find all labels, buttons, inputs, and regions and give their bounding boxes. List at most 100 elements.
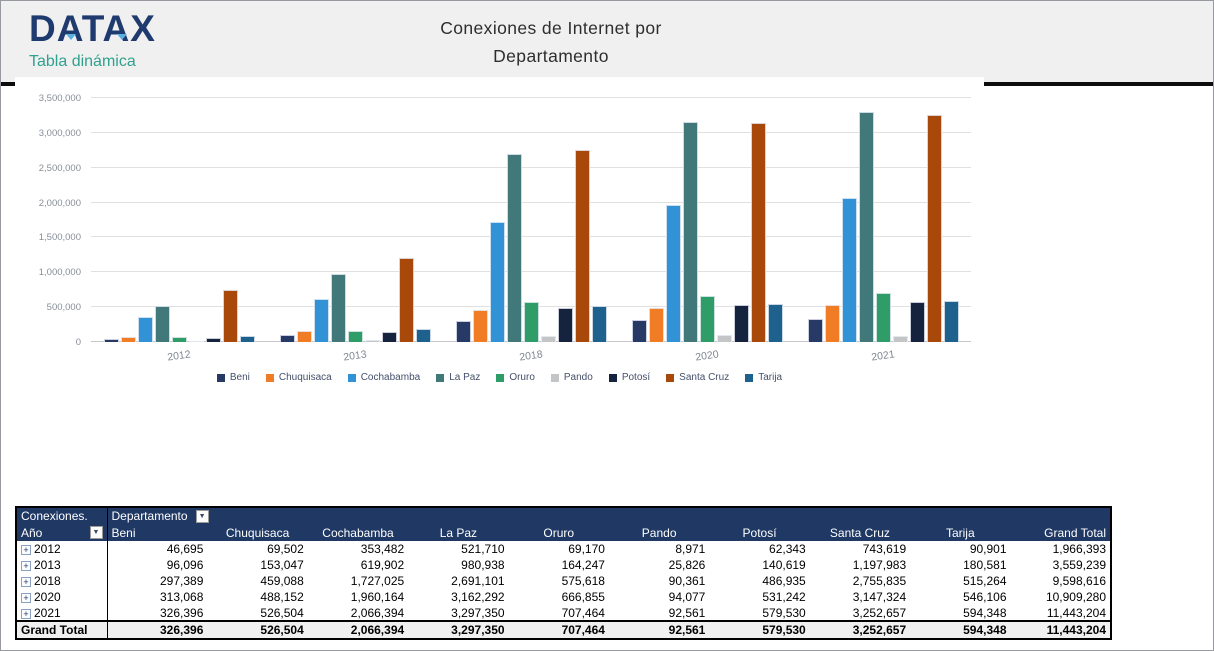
value-cell-2012-oruro: 69,170: [568, 542, 605, 556]
header-band: DATAX Tabla dinámica Conexiones de Inter…: [1, 1, 1213, 86]
value-cell-2021-tarija: 594,348: [963, 605, 1007, 620]
value-cell-2018-tarija: 515,264: [963, 574, 1007, 588]
value-cell-2020-pando: 94,077: [668, 590, 706, 604]
value-cell-2020-grand-total: 10,909,280: [1045, 590, 1106, 604]
bar-chuquisaca-2020: [648, 308, 664, 342]
grand-total-cell-grand-total: 11,443,204: [1010, 620, 1111, 639]
value-cell-2012-beni: 46,695: [166, 542, 204, 556]
bar-chuquisaca-2018: [472, 310, 488, 342]
column-header-grand-total: Grand Total: [1010, 524, 1111, 541]
column-field-label: Departamento: [111, 509, 188, 523]
value-cell-2018-grand-total: 9,598,616: [1052, 574, 1106, 588]
legend-label-oruro: Oruro: [509, 372, 535, 383]
legend-item-cochabamba: Cochabamba: [347, 372, 421, 383]
cochabamba-swatch-icon: [347, 373, 356, 382]
value-cell-2021-santa-cruz: 3,252,657: [852, 605, 907, 620]
value-cell-2018-la-paz: 2,691,101: [451, 574, 505, 588]
table-row-2013: +2013 96,096 153,047 619,902 980,938 164,247 2…: [16, 557, 1111, 573]
value-cell-2012-pando: 8,971: [675, 542, 706, 556]
bar-tarija-2021: [943, 301, 959, 342]
bar-tarija-2013: [415, 329, 431, 342]
legend-item-la-paz: La Paz: [436, 372, 480, 383]
value-cell-2013-tarija: 180,581: [963, 558, 1007, 572]
departamento-filter-button[interactable]: ▼: [195, 509, 209, 523]
x-axis-label-2013: 2013: [342, 348, 368, 364]
grand-total-label-cell: Grand Total: [16, 620, 108, 639]
column-header-santa-cruz: Santa Cruz: [809, 524, 911, 541]
logo-accent-icon: [66, 34, 76, 40]
year-filter-button[interactable]: ▼: [89, 526, 103, 539]
legend-label-cochabamba: Cochabamba: [360, 372, 421, 383]
legend-item-potos-: Potosí: [608, 372, 650, 383]
bar-cochabamba-2020: [665, 205, 681, 342]
value-cell-2012-tarija: 90,901: [969, 542, 1007, 556]
bar-santa-cruz-2021: [926, 115, 942, 342]
bar-chuquisaca-2012: [120, 337, 136, 342]
bar-la-paz-2012: [154, 306, 170, 342]
row-field-cell: Año ▼: [16, 524, 108, 541]
legend-label-chuquisaca: Chuquisaca: [278, 372, 332, 383]
bar-oruro-2013: [347, 331, 363, 342]
table-row-2018: +2018 297,389 459,088 1,727,025 2,691,101 575…: [16, 573, 1111, 589]
legend-item-beni: Beni: [216, 372, 250, 383]
grand-total-cell-chuquisaca: 526,504: [207, 620, 308, 639]
y-axis-tick-label: 1,500,000: [38, 232, 81, 244]
bar-santa-cruz-2012: [222, 290, 238, 342]
year-cell-2020: +2020: [16, 589, 108, 605]
y-axis-tick-label: 1,000,000: [38, 267, 81, 279]
y-axis-tick-label: 500,000: [46, 302, 81, 314]
year-cell-2013: +2013: [16, 557, 108, 573]
gridline: [91, 201, 971, 203]
value-cell-2018-chuquisaca: 459,088: [260, 574, 304, 588]
bar-pando-2021: [892, 336, 908, 342]
value-cell-2021-cochabamba: 2,066,394: [350, 605, 405, 620]
y-axis-tick-label: 3,500,000: [38, 93, 81, 104]
column-header-chuquisaca: Chuquisaca: [207, 524, 308, 541]
pivot-header-row-1: Conexiones. Departamento ▼: [16, 507, 1111, 524]
bar-santa-cruz-2020: [750, 123, 766, 342]
expand-button-2013[interactable]: +: [21, 561, 31, 571]
bar-cochabamba-2013: [313, 299, 329, 342]
bar-group-2018: 2018: [443, 98, 619, 364]
column-header-cochabamba: Cochabamba: [307, 524, 409, 541]
plot-area: 2012 2013 2018 2020 2021: [91, 97, 971, 364]
value-cell-2013-cochabamba: 619,902: [360, 558, 405, 572]
chart-legend: Beni Chuquisaca Cochabamba La Paz Oruro Pando…: [15, 372, 984, 383]
y-axis-tick-label: 3,000,000: [38, 127, 81, 139]
bar-potos--2021: [909, 302, 925, 342]
bar-santa-cruz-2013: [398, 258, 414, 342]
legend-label-tarija: Tarija: [758, 372, 783, 383]
column-header-beni: Beni: [107, 524, 208, 541]
year-cell-2021: +2021: [16, 605, 108, 621]
expand-button-2012[interactable]: +: [21, 545, 31, 555]
bar-group-2013: 2013: [267, 98, 443, 364]
bar-pando-2012: [188, 341, 204, 342]
bar-group-2020: 2020: [619, 98, 795, 364]
expand-button-2021[interactable]: +: [21, 608, 31, 619]
bar-chart-panel: 0 500,000 1,000,000 1,500,000 2,000,000 2,500…: [15, 77, 984, 395]
expand-button-2018[interactable]: +: [21, 577, 31, 587]
table-row-2021: +2021 326,396 526,504 2,066,394 3,297,350 707…: [16, 605, 1111, 621]
pando-swatch-icon: [550, 373, 559, 382]
bar-beni-2013: [279, 335, 295, 342]
value-cell-2013-potos-: 140,619: [762, 558, 806, 572]
expand-button-2020[interactable]: +: [21, 593, 31, 603]
gridline: [91, 166, 971, 168]
x-axis-label-2021: 2021: [870, 348, 896, 364]
grand-total-cell-pando: 92,561: [608, 620, 710, 639]
value-cell-2018-oruro: 575,618: [561, 574, 605, 588]
bar-pando-2020: [716, 335, 732, 342]
bar-pando-2013: [364, 340, 380, 342]
bar-la-paz-2021: [858, 112, 874, 342]
table-row-2012: +2012 46,695 69,502 353,482 521,710 69,170 8,9…: [16, 541, 1111, 557]
bar-group-2021: 2021: [795, 98, 971, 364]
value-cell-2020-beni: 313,068: [160, 590, 204, 604]
bar-beni-2021: [807, 319, 823, 342]
value-cell-2012-cochabamba: 353,482: [360, 542, 405, 556]
bar-oruro-2020: [699, 296, 715, 342]
year-cell-2018: +2018: [16, 573, 108, 589]
value-cell-2018-beni: 297,389: [160, 574, 204, 588]
y-axis-tick-label: 2,500,000: [38, 162, 81, 174]
x-axis-label-2018: 2018: [518, 348, 544, 364]
grand-total-cell-potos-: 579,530: [709, 620, 810, 639]
